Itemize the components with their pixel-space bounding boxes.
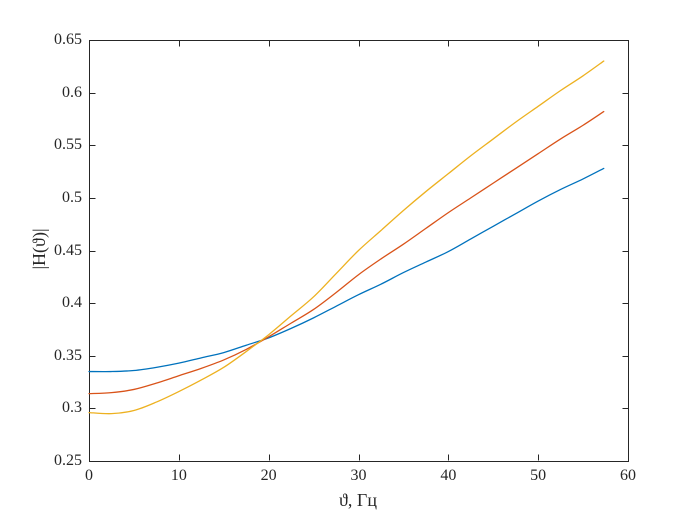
x-tick-label: 20: [260, 467, 277, 484]
y-tick-label: 0.55: [54, 136, 82, 154]
y-tick-label: 0.25: [54, 452, 82, 469]
y-axis-label: |H(ϑ)|: [29, 228, 49, 270]
x-tick-label: 0: [85, 467, 93, 484]
y-tick-label: 0.4: [62, 294, 82, 312]
x-tick-label: 60: [620, 467, 636, 484]
y-tick-label: 0.65: [54, 31, 82, 48]
y-tick-label: 0.3: [62, 399, 82, 417]
y-tick-label: 0.45: [54, 241, 82, 259]
x-tick-label: 40: [440, 467, 457, 484]
x-tick-label: 10: [170, 467, 187, 484]
curve-red: [88, 110, 605, 395]
curve-yellow: [88, 60, 605, 415]
y-tick-label: 0.35: [54, 346, 82, 364]
curve-blue: [88, 167, 605, 373]
y-tick-label: 0.6: [62, 83, 82, 101]
x-tick-label: 30: [350, 467, 367, 484]
axes-box: [89, 40, 629, 462]
x-axis-label: ϑ, Гц: [339, 490, 377, 510]
x-tick-label: 50: [530, 467, 547, 484]
y-tick-label: 0.5: [62, 188, 82, 206]
